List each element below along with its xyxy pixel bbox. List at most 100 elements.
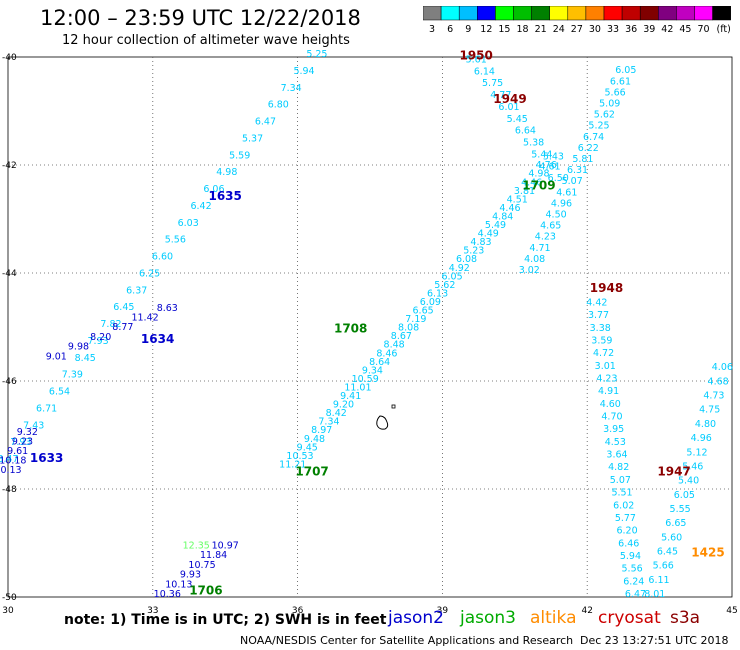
wave-height-value: 6.14	[474, 66, 495, 77]
wave-height-value: 5.94	[293, 66, 314, 77]
wave-height-value: 9.23	[12, 436, 33, 447]
track-time-label: 1948	[590, 281, 623, 295]
wave-height-value: 4.46	[499, 203, 520, 214]
wave-height-value: 8.46	[376, 348, 397, 359]
wave-height-value: 6.13	[427, 288, 448, 299]
colorbar-swatch	[712, 6, 731, 21]
wave-height-value: 5.40	[678, 476, 699, 487]
wave-height-value: 10.53	[286, 451, 313, 462]
wave-height-value: 5.12	[686, 447, 707, 458]
wave-height-value: 8.45	[75, 353, 96, 364]
wave-height-value: 5.62	[434, 280, 455, 291]
colorbar-label: 21	[535, 24, 547, 35]
wave-height-value: 6.03	[178, 218, 199, 229]
wave-height-value: 9.41	[340, 391, 361, 402]
wave-height-value: 10.18	[0, 455, 26, 466]
colorbar-label: 30	[589, 24, 601, 35]
wave-height-value: 10.13	[0, 465, 22, 476]
wave-height-value: 4.91	[598, 386, 619, 397]
page-subtitle: 12 hour collection of altimeter wave hei…	[62, 33, 350, 48]
wave-height-value: 5.77	[615, 513, 636, 524]
wave-height-value: 6.74	[583, 132, 604, 143]
latitude-tick-label: -40	[2, 53, 17, 63]
wave-height-value: 4.23	[535, 232, 556, 243]
wave-height-value: 4.53	[605, 437, 626, 448]
wave-height-value: 6.45	[657, 546, 678, 557]
latitude-tick-label: -50	[2, 593, 17, 603]
wave-height-value: 5.49	[485, 220, 506, 231]
wave-height-value: 8.97	[311, 425, 332, 436]
longitude-tick-label: 30	[2, 606, 14, 616]
wave-height-value: 6.05	[441, 271, 462, 282]
colorbar-label: 27	[571, 24, 583, 35]
wave-height-value: 6.47	[255, 117, 276, 128]
longitude-tick-label: 45	[726, 606, 737, 616]
wave-height-value: 7.43	[23, 420, 44, 431]
wave-height-value: 6.25	[139, 268, 160, 279]
wave-height-value: 9.45	[297, 442, 318, 453]
wave-height-value: 6.65	[413, 306, 434, 317]
wave-height-value: 5.46	[682, 461, 703, 472]
wave-height-value: 6.47	[625, 589, 646, 600]
latitude-tick-label: -46	[2, 377, 17, 387]
wave-height-value: 6.08	[456, 254, 477, 265]
wave-height-value: 5.25	[306, 49, 327, 60]
track-time-label: 1634	[141, 332, 174, 346]
wave-height-value: 7.93	[88, 336, 109, 347]
wave-height-value: 5.07	[610, 475, 631, 486]
colorbar-label: 42	[661, 24, 673, 35]
timestamp: Dec 23 13:27:51 UTC 2018	[580, 634, 729, 647]
wave-height-value: 8.63	[157, 303, 178, 314]
wave-height-value: 6.45	[113, 302, 134, 313]
wave-height-value: 9.61	[7, 446, 28, 457]
wave-height-value: 4.70	[601, 412, 622, 423]
wave-height-value: 8.08	[398, 323, 419, 334]
wave-height-value: 4.92	[449, 263, 470, 274]
wave-height-value: 4.96	[551, 198, 572, 209]
track-time-label: 1947	[657, 465, 690, 479]
wave-height-value: 10.75	[188, 560, 215, 571]
colorbar-label: 70	[698, 24, 710, 35]
latitude-tick-label: -42	[2, 161, 17, 171]
wave-height-value: 6.71	[36, 403, 57, 414]
wave-height-value: 3.95	[603, 424, 624, 435]
wave-height-value: 8.20	[90, 332, 111, 343]
wave-height-value: 3.38	[590, 323, 611, 334]
wave-height-value: 5.44	[531, 149, 552, 160]
wave-height-value: 5.45	[507, 114, 528, 125]
wave-height-value: 6.22	[578, 143, 599, 154]
wave-height-value: 5.51	[611, 488, 632, 499]
wave-height-value: 5.66	[605, 87, 626, 98]
wave-height-value: 5.75	[482, 78, 503, 89]
longitude-tick-label: 36	[292, 606, 304, 616]
longitude-tick-label: 42	[581, 606, 592, 616]
track-time-label: 1708	[334, 321, 367, 335]
colorbar-label: 18	[517, 24, 529, 35]
wave-height-value: 9.48	[304, 434, 325, 445]
wave-height-value: 8.01	[644, 589, 665, 600]
wave-height-value: 5.94	[620, 551, 641, 562]
wave-height-value: 5.43	[543, 152, 564, 163]
wave-height-value: 10.97	[212, 540, 239, 551]
credit-line: NOAA/NESDIS Center for Satellite Applica…	[240, 634, 574, 647]
colorbar-label: 24	[553, 24, 565, 35]
map-frame	[7, 56, 733, 598]
wave-height-value: 4.73	[703, 391, 724, 402]
wave-height-value: 4.84	[492, 211, 513, 222]
wave-height-value: 8.67	[391, 331, 412, 342]
wave-height-value: 5.81	[572, 154, 593, 165]
wave-height-value: 7.34	[318, 417, 339, 428]
track-time-label: 1425	[691, 546, 724, 560]
wave-height-value: 11.84	[200, 550, 227, 561]
wave-height-value: 10.59	[352, 374, 379, 385]
wave-height-value: 6.05	[674, 490, 695, 501]
wave-height-value: 4.83	[470, 237, 491, 248]
wave-height-value: 4.98	[528, 169, 549, 180]
wave-height-value: 5.62	[594, 110, 615, 121]
legend-jason2: jason2	[388, 608, 444, 628]
wave-height-value: 4.61	[556, 187, 577, 198]
wave-height-value: 6.20	[616, 526, 637, 537]
wave-height-value: 9.98	[68, 342, 89, 353]
wave-height-value: 4.08	[524, 254, 545, 265]
